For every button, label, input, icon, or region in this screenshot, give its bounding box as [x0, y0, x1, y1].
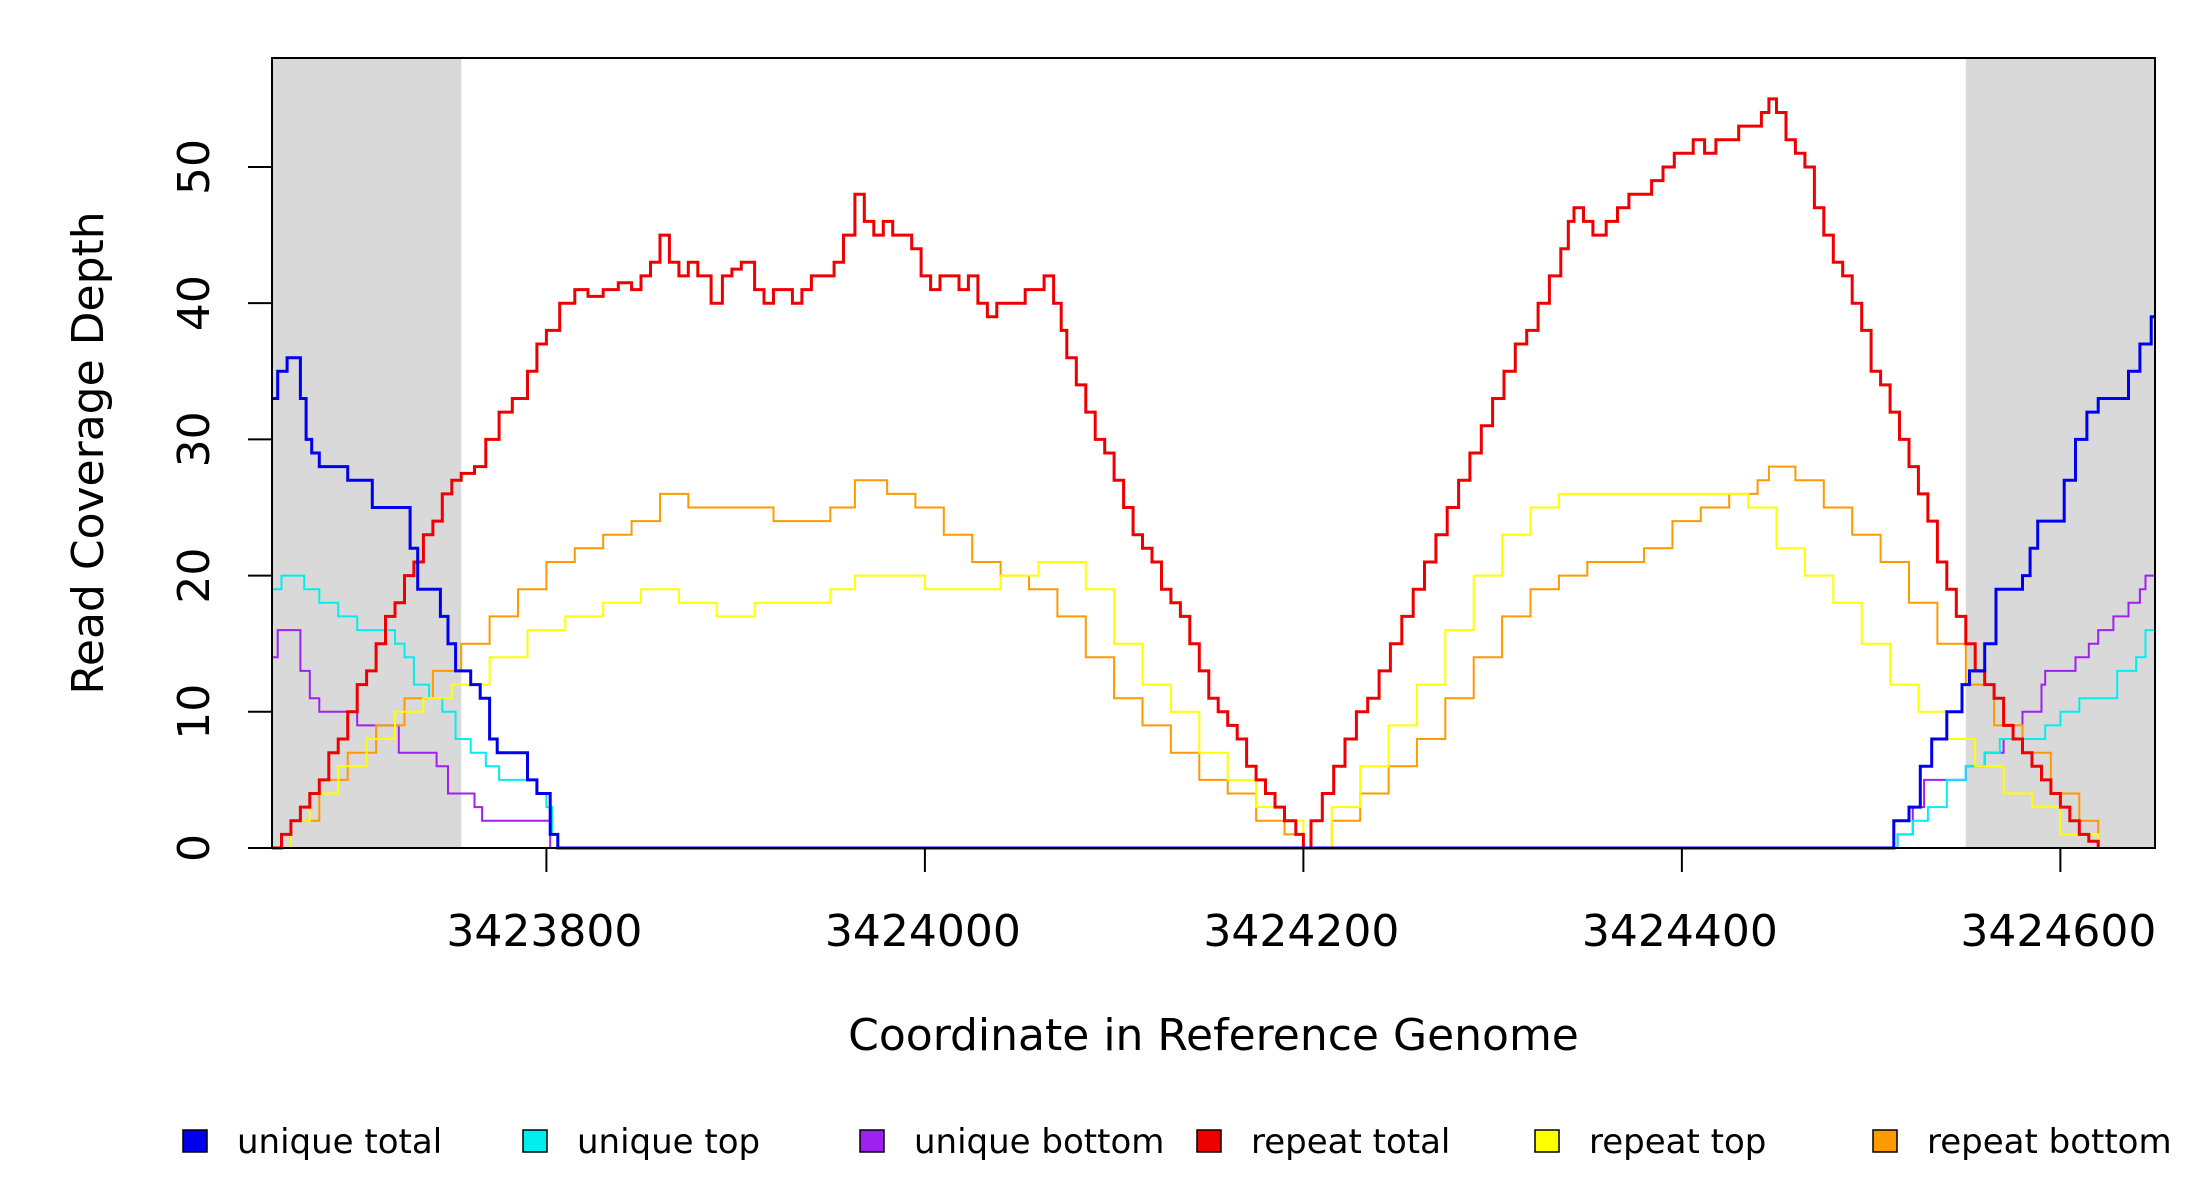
- series-line-repeat-bottom: [272, 465, 2100, 849]
- legend-swatch: [1872, 1129, 1898, 1153]
- shaded-region-2: [1965, 58, 2155, 848]
- legend: unique total unique top unique bottom repea…: [182, 1122, 2172, 1162]
- legend-swatch: [522, 1129, 548, 1153]
- legend-label: repeat top: [1589, 1122, 1766, 1162]
- series-line-unique-total: [272, 315, 2155, 850]
- y-tick-label: 20: [169, 548, 220, 604]
- legend-swatch: [1534, 1129, 1560, 1153]
- legend-swatch: [182, 1129, 208, 1153]
- y-axis: 0 10 20 30 40 50: [169, 139, 272, 862]
- series-line-repeat-top: [272, 492, 2100, 849]
- series-line-repeat-total: [272, 97, 2100, 850]
- x-tick-label: 3424400: [1582, 906, 1778, 957]
- shaded-region-1: [272, 58, 462, 848]
- series-line-unique-bottom: [272, 574, 2155, 849]
- legend-swatch: [859, 1129, 885, 1153]
- y-tick-label: 30: [169, 411, 220, 467]
- y-tick-label: 0: [169, 834, 220, 862]
- x-axis-title: Coordinate in Reference Genome: [848, 1010, 1579, 1061]
- shaded-regions: [272, 58, 2155, 848]
- y-tick-label: 40: [169, 275, 220, 331]
- legend-label: repeat total: [1251, 1122, 1450, 1162]
- y-tick-label: 10: [169, 684, 220, 740]
- x-tick-label: 3424000: [825, 906, 1021, 957]
- legend-label: unique bottom: [914, 1122, 1164, 1162]
- legend-label: unique total: [237, 1122, 442, 1162]
- y-axis-title: Read Coverage Depth: [63, 211, 114, 694]
- x-tick-label: 3423800: [446, 906, 642, 957]
- series-lines: [272, 97, 2156, 850]
- x-axis: 3423800 3424000 3424200 3424400 3424600: [446, 848, 2156, 957]
- legend-swatch: [1196, 1129, 1222, 1153]
- y-tick-label: 50: [169, 139, 220, 195]
- plot-frame: [271, 57, 2156, 849]
- series-line-unique-top: [272, 574, 2156, 849]
- legend-label: repeat bottom: [1927, 1122, 2172, 1162]
- x-tick-label: 3424200: [1203, 906, 1399, 957]
- x-tick-label: 3424600: [1960, 906, 2156, 957]
- legend-label: unique top: [577, 1122, 760, 1162]
